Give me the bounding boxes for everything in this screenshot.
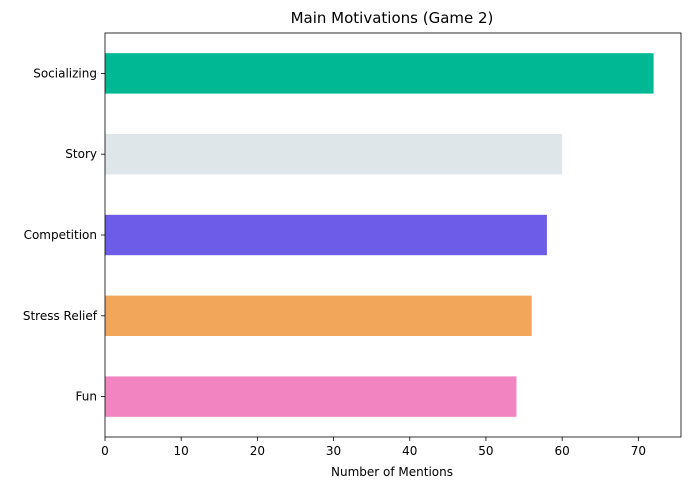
bar-stress-relief (105, 295, 532, 336)
plot-frame (104, 32, 682, 438)
bar-socializing (105, 53, 654, 94)
x-tick-label: 70 (631, 444, 646, 458)
y-tick-label: Socializing (33, 66, 97, 80)
bar-story (105, 134, 563, 175)
x-tick-label: 10 (174, 444, 189, 458)
y-tick-label: Competition (24, 228, 97, 242)
y-tick-label: Fun (76, 390, 97, 404)
bar-competition (105, 214, 547, 256)
x-tick-label: 60 (555, 444, 570, 458)
y-tick-label: Story (65, 147, 97, 161)
x-tick-label: 40 (402, 444, 417, 458)
x-tick-label: 30 (326, 444, 341, 458)
axes-layer: Fun Stress Relief Competition Story Socializ… (23, 32, 682, 458)
x-tick-label: 50 (478, 444, 493, 458)
x-tick-label: 0 (101, 444, 109, 458)
x-tick-label: 20 (250, 444, 265, 458)
bars-layer (105, 53, 654, 417)
x-axis-label: Number of Mentions (331, 465, 453, 479)
y-tick-label: Stress Relief (23, 309, 98, 323)
bar-fun (105, 376, 517, 417)
chart-title: Main Motivations (Game 2) (291, 9, 494, 27)
